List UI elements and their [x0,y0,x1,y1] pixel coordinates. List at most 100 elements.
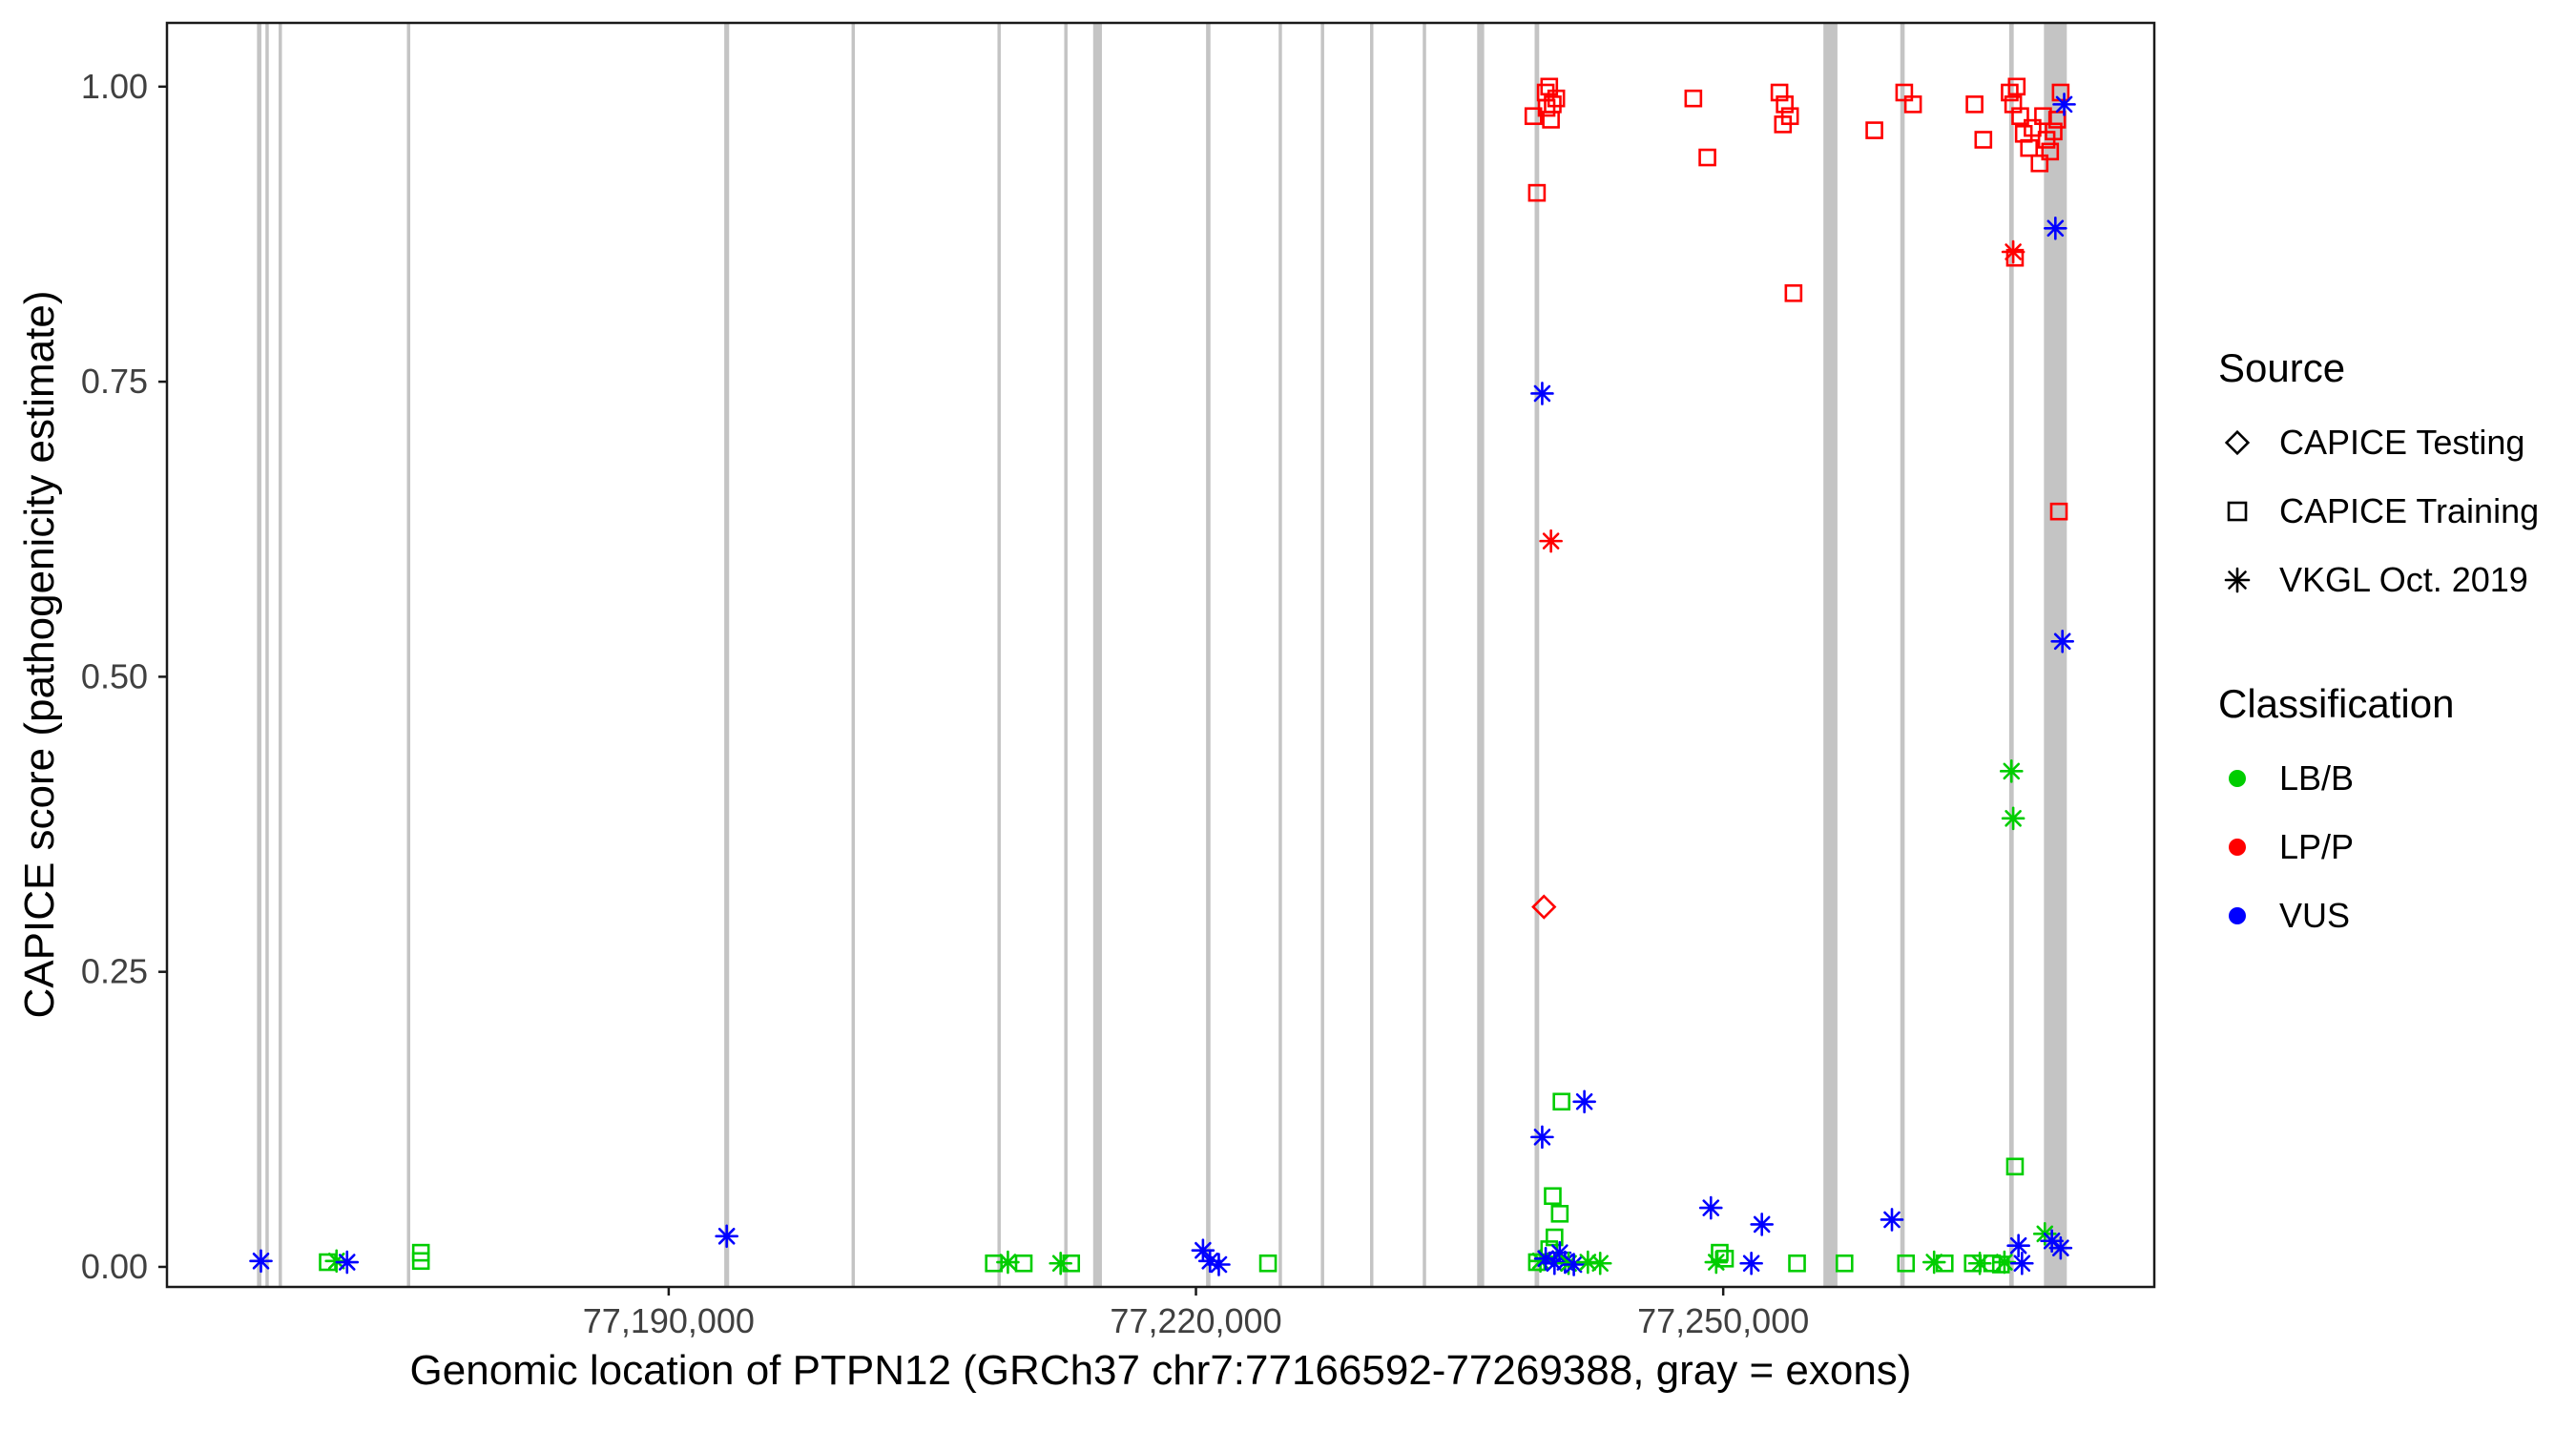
data-point [411,1252,430,1271]
legend-item-lbb: LB/B [2218,744,2539,813]
data-point [2052,93,2076,116]
exon-bar [724,23,730,1287]
data-point [715,1224,738,1249]
y-tick-label: 0.00 [81,1247,148,1286]
data-point [1698,1195,1723,1220]
data-point [1258,1254,1278,1273]
x-tick-label: 77,250,000 [1637,1301,1809,1340]
data-point [1014,1254,1033,1273]
data-point [1750,1213,1774,1236]
data-point [1739,1251,1763,1275]
legend-item-label: LP/P [2279,827,2355,866]
data-point [1776,95,1794,114]
y-axis-title: CAPICE score (pathogenicity estimate) [16,290,63,1019]
data-point [1784,284,1803,302]
legend-item-capice-testing: CAPICE Testing [2218,408,2539,477]
data-point [1992,1250,2017,1275]
legend-item-vkgl: VKGL Oct. 2019 [2218,546,2539,614]
data-point [1544,1187,1562,1206]
data-point [2049,502,2068,521]
data-point [1542,111,1560,129]
data-point [1684,89,1703,108]
exon-bar [2008,23,2014,1287]
legend-item-vus: VUS [2218,881,2539,950]
data-point [2007,77,2026,96]
legend-item-label: VKGL Oct. 2019 [2279,560,2528,599]
exon-bar [257,23,261,1287]
legend-item-label: VUS [2279,896,2351,935]
exon-bar [851,23,856,1287]
data-point [1780,107,1799,126]
data-point [2006,1234,2030,1257]
data-point [1835,1254,1854,1273]
exon-bar [1278,23,1282,1287]
data-point [1539,529,1563,553]
data-point [1207,1253,1231,1276]
legend-item-capice-training: CAPICE Training [2218,477,2539,546]
exon-bar [1064,23,1068,1287]
square-icon [2227,501,2248,522]
data-point [1897,1254,1916,1273]
data-point [1550,1204,1569,1223]
data-point [1788,1254,1806,1273]
data-point [2050,629,2074,653]
asterisk-icon [2224,567,2251,593]
data-point [2001,806,2025,831]
legend-item-label: CAPICE Testing [2279,423,2525,462]
data-point [2045,122,2063,141]
data-point [1935,1254,1954,1273]
data-point [2011,107,2029,126]
exon-bar [1320,23,1324,1287]
exon-bar [1823,23,1838,1287]
data-point [2020,138,2038,157]
exon-bar [279,23,282,1287]
data-point [2001,239,2025,264]
data-point [1588,1251,1612,1275]
data-point [1197,1249,1222,1274]
y-tick-label: 0.50 [81,656,148,695]
data-point [1922,1250,1946,1275]
data-point [1991,1255,2010,1274]
data-point [2005,248,2025,267]
data-point [1530,382,1554,405]
exon-bar [1092,23,1102,1287]
data-point [1865,121,1883,139]
data-point [1062,1254,1081,1273]
legend-classification-title: Classification [2218,681,2455,726]
x-tick-label: 77,190,000 [583,1301,755,1340]
data-point [1562,1253,1586,1276]
data-point [1965,95,1984,114]
exon-bar [1369,23,1374,1287]
data-point [2030,154,2049,173]
data-point [1698,148,1716,167]
exon-bar [1206,23,1211,1287]
diamond-icon [2224,429,2251,456]
x-axis-title: Genomic location of PTPN12 (GRCh37 chr7:… [409,1347,1912,1394]
data-point [1974,131,1993,149]
y-tick-label: 0.75 [81,362,148,401]
data-point [1530,1125,1554,1150]
data-point [2048,1235,2073,1260]
data-point [1999,759,2024,783]
data-point [1572,1089,1596,1114]
data-point [996,1250,1020,1275]
exon-bar [1477,23,1485,1287]
legend-item-label: LB/B [2279,758,2355,798]
red-dot-icon [2229,839,2246,856]
data-point [1704,1250,1729,1275]
exon-bar [2044,23,2067,1287]
exon-bar [997,23,1001,1287]
data-point [249,1249,273,1274]
exon-bar [1423,23,1426,1287]
legend-item-label: CAPICE Training [2279,491,2540,530]
green-dot-icon [2229,770,2246,787]
data-point [2010,1251,2034,1275]
legend-source-title: Source [2218,345,2346,390]
exon-bar [1900,23,1905,1287]
y-tick-label: 1.00 [81,67,148,106]
legend-item-lpp: LP/P [2218,813,2539,881]
data-point [2044,216,2067,240]
y-tick-label: 0.25 [81,952,148,991]
